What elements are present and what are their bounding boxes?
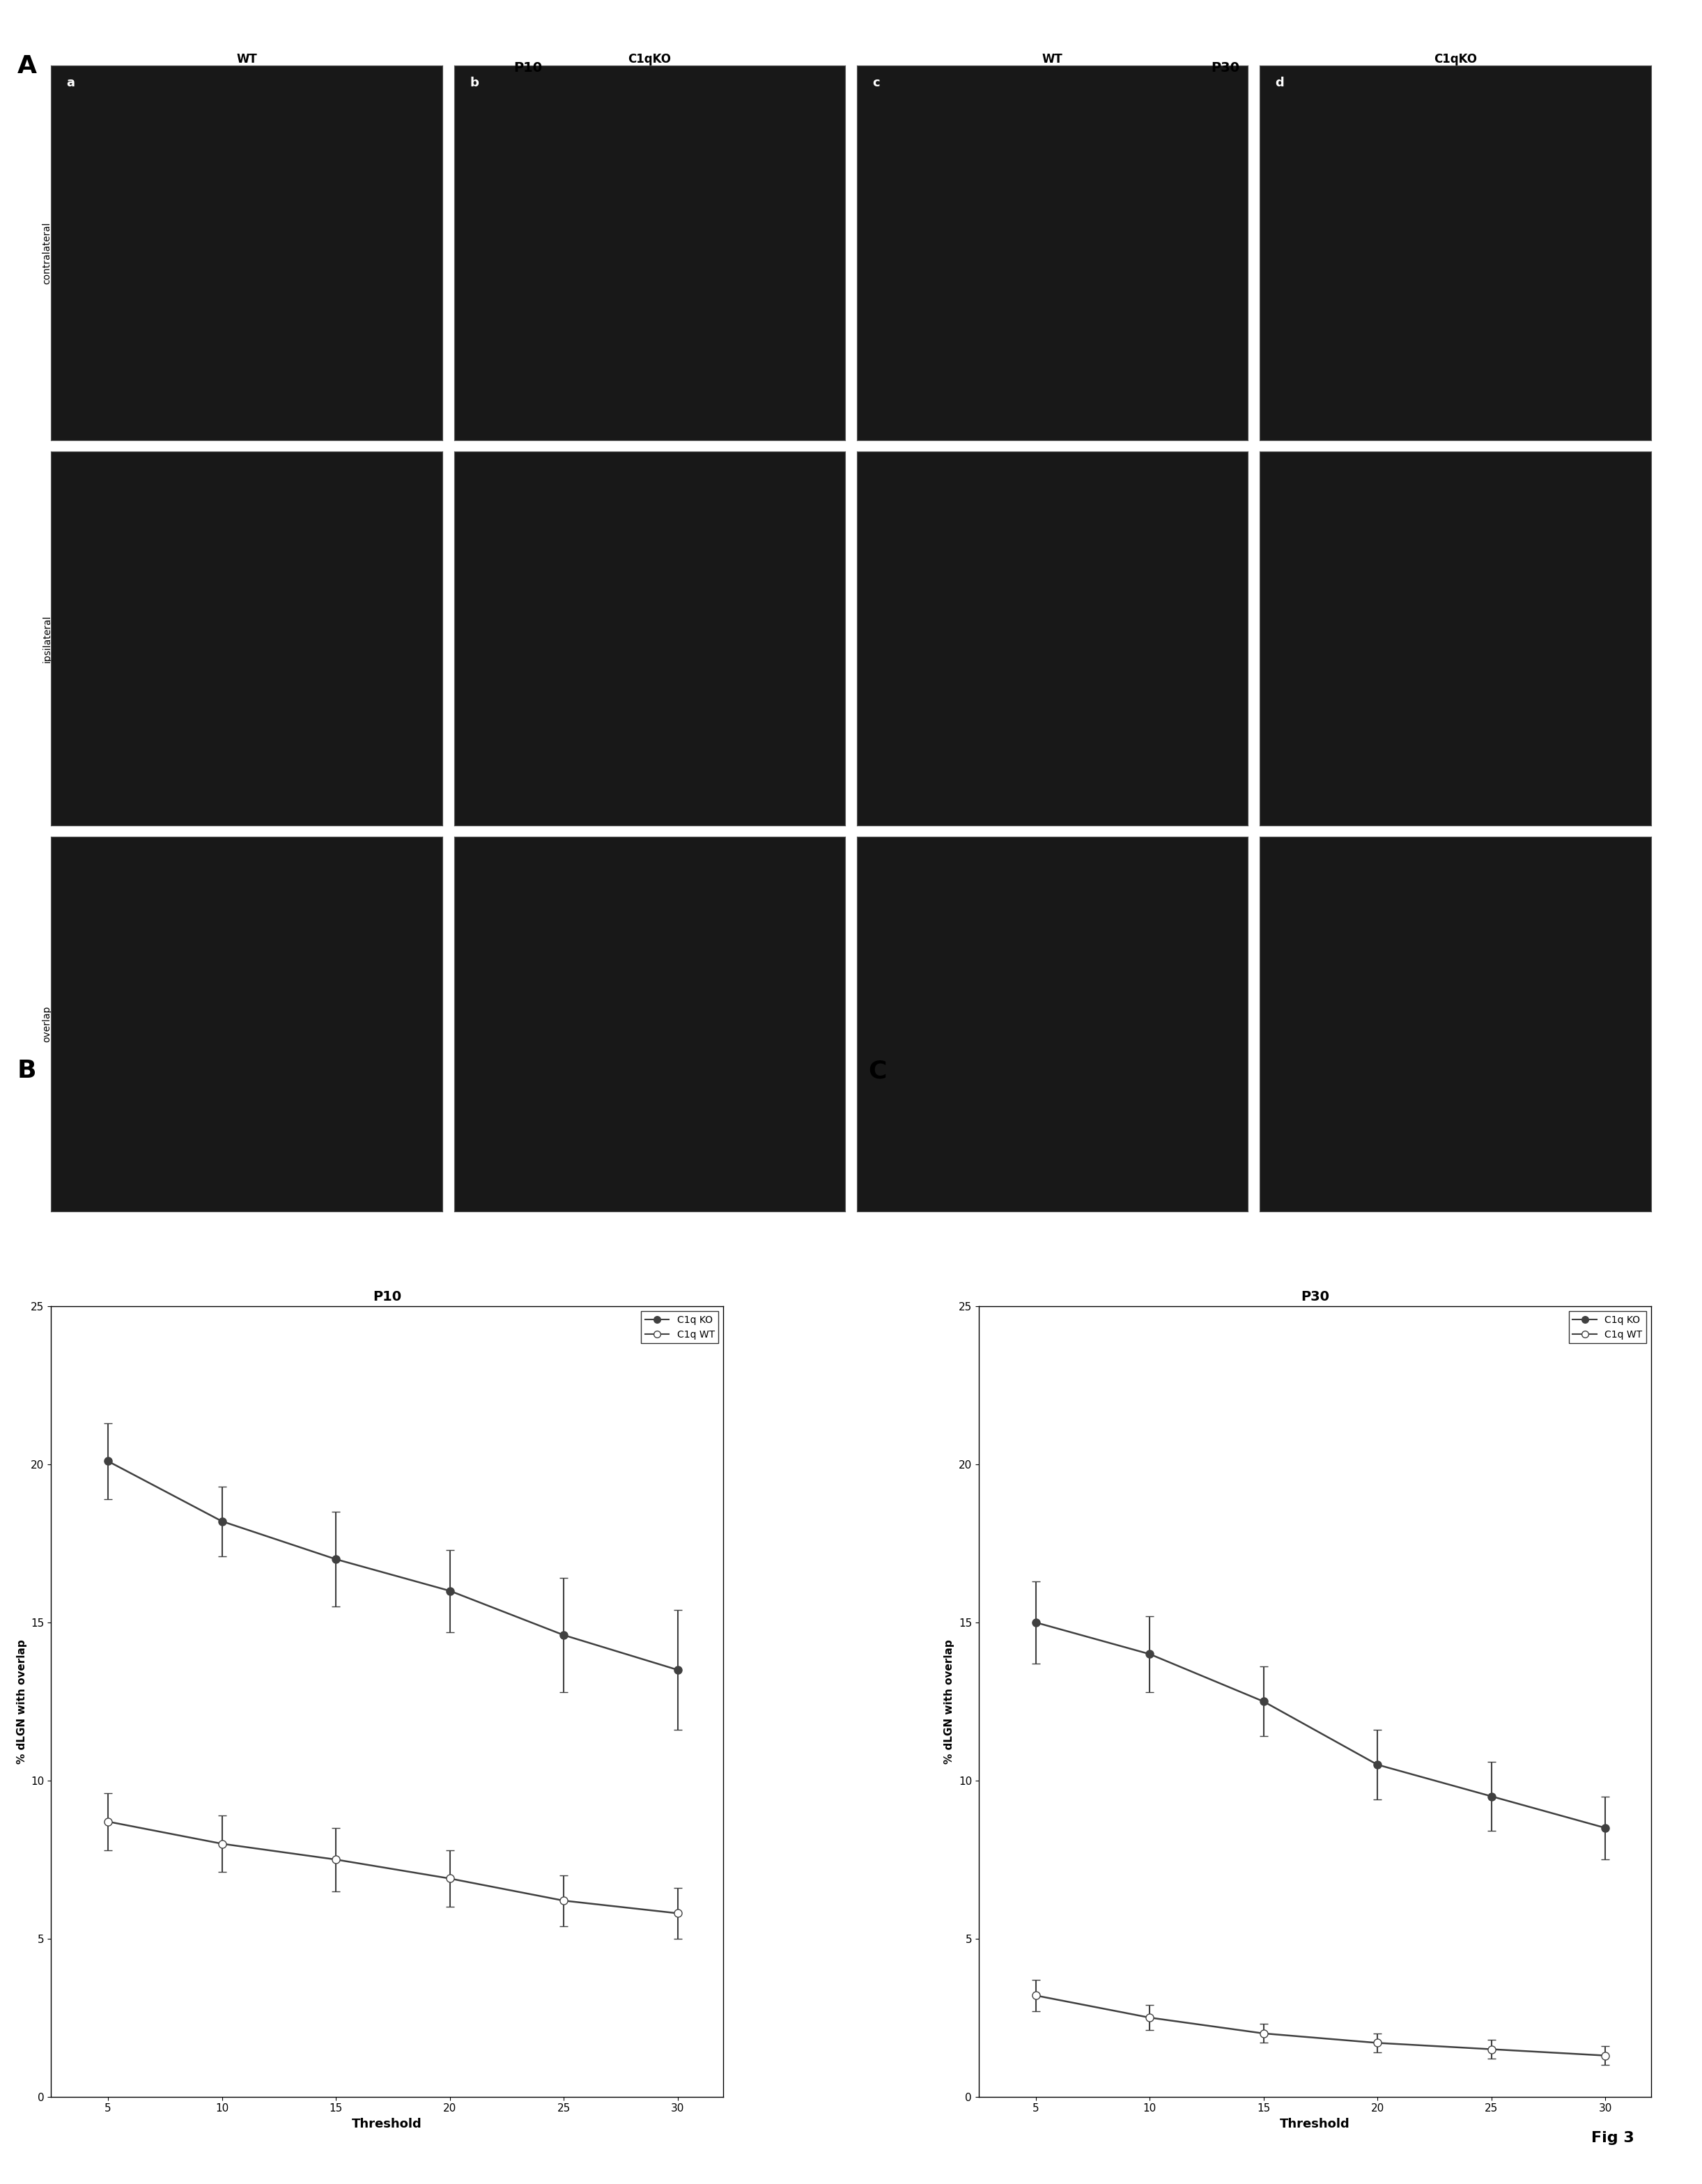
Text: a: a — [66, 76, 75, 90]
Title: WT: WT — [1042, 52, 1062, 66]
Title: C1qKO: C1qKO — [628, 52, 671, 66]
Text: A: A — [17, 55, 36, 79]
Title: P10: P10 — [373, 1291, 402, 1304]
Text: P10: P10 — [514, 61, 541, 74]
Legend: C1q KO, C1q WT: C1q KO, C1q WT — [1569, 1310, 1646, 1343]
Y-axis label: ipsilateral: ipsilateral — [43, 614, 53, 662]
Text: C: C — [868, 1059, 887, 1083]
Text: P30: P30 — [1212, 61, 1239, 74]
Title: C1qKO: C1qKO — [1433, 52, 1477, 66]
Y-axis label: % dLGN with overlap: % dLGN with overlap — [945, 1640, 955, 1765]
Y-axis label: % dLGN with overlap: % dLGN with overlap — [17, 1640, 27, 1765]
Y-axis label: overlap: overlap — [43, 1007, 53, 1042]
Text: d: d — [1275, 76, 1285, 90]
Title: P30: P30 — [1300, 1291, 1329, 1304]
Text: b: b — [470, 76, 478, 90]
Text: c: c — [873, 76, 880, 90]
Legend: C1q KO, C1q WT: C1q KO, C1q WT — [642, 1310, 718, 1343]
X-axis label: Threshold: Threshold — [1280, 2118, 1350, 2129]
Text: Fig 3: Fig 3 — [1591, 2132, 1634, 2145]
X-axis label: Threshold: Threshold — [352, 2118, 422, 2129]
Y-axis label: contralateral: contralateral — [43, 221, 53, 284]
Title: WT: WT — [237, 52, 257, 66]
Text: B: B — [17, 1059, 36, 1083]
